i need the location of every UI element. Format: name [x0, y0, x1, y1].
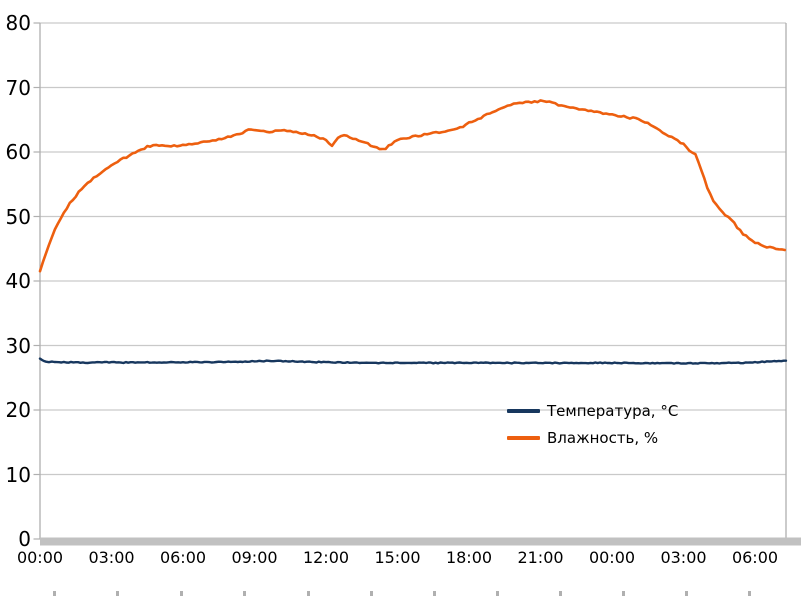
bottom-mark [685, 591, 688, 596]
y-tick-label: 40 [5, 269, 31, 293]
temperature-key-line [507, 409, 540, 413]
legend-label-temperature: Температура, °C [547, 402, 679, 420]
legend-label-humidity: Влажность, % [547, 429, 659, 447]
bottom-mark [622, 591, 625, 596]
y-tick-label: 0 [18, 527, 31, 551]
x-tick-label: 03:00 [660, 548, 707, 567]
bottom-mark [243, 591, 246, 596]
y-tick-label: 20 [5, 398, 31, 422]
gridlines [33, 22, 786, 540]
y-tick-label: 70 [5, 75, 31, 100]
bottom-mark [307, 591, 310, 596]
x-tick-label: 15:00 [374, 548, 421, 567]
x-axis-bar [40, 537, 801, 546]
legend-item-humidity: Влажность, % [507, 429, 658, 447]
x-tick-label: 06:00 [731, 548, 779, 567]
y-tick-label: 60 [5, 140, 31, 164]
x-tick-label: 00:00 [16, 548, 64, 567]
y-tick-label: 30 [5, 333, 31, 358]
x-tick-label: 18:00 [445, 548, 493, 567]
bottom-mark [496, 591, 499, 596]
bottom-mark [53, 591, 56, 596]
x-tick-label: 03:00 [88, 548, 135, 567]
bottom-crop-marks [53, 591, 751, 596]
bottom-mark [559, 591, 562, 596]
x-tick-label: 00:00 [588, 548, 636, 567]
x-tick-label: 21:00 [517, 548, 564, 567]
bottom-mark [370, 591, 373, 596]
humidity-key-line [507, 436, 540, 440]
temperature-line [38, 357, 788, 365]
legend-item-temperature: Температура, °C [507, 402, 678, 420]
bottom-mark [180, 591, 183, 596]
bottom-mark [116, 591, 119, 596]
x-tick-label: 09:00 [231, 548, 278, 567]
y-tick-label: 10 [5, 462, 31, 487]
humidity-line [38, 99, 787, 273]
y-tick-label: 80 [5, 11, 31, 35]
x-tick-label: 06:00 [159, 548, 207, 567]
plot-border [39, 23, 787, 539]
x-tick-label: 12:00 [302, 548, 350, 567]
bottom-mark [748, 591, 751, 596]
y-tick-label: 50 [5, 204, 31, 229]
bottom-mark [433, 591, 436, 596]
